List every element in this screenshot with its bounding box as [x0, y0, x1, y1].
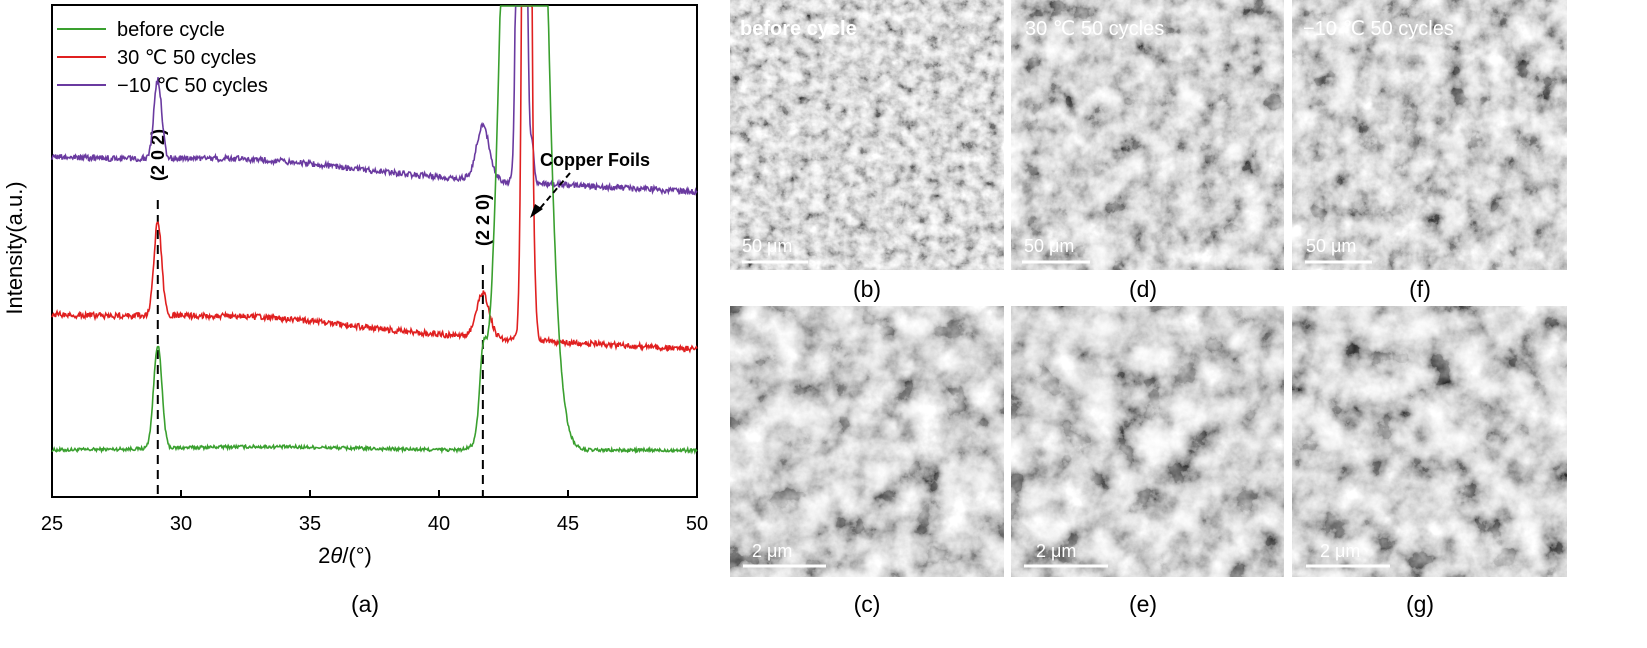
sem-image-g — [1292, 306, 1567, 577]
xrd-chart: (2 0 2) (2 2 0) 25 30 35 40 45 50 Intensity(a.… — [2, 4, 708, 617]
sem-panel-d: 30 ℃ 50 cycles 50 μm (d) — [1011, 0, 1284, 302]
sem-image-d — [1011, 0, 1284, 270]
sem-image-e — [1011, 306, 1284, 577]
copper-foils-label: Copper Foils — [540, 150, 650, 170]
scale-label-f: 50 μm — [1306, 236, 1356, 256]
x-axis-title: 2θ/(°) — [318, 543, 372, 568]
panel-label-e: (e) — [1129, 591, 1157, 617]
sem-image-f — [1292, 0, 1567, 270]
copper-foils-annotation: Copper Foils — [530, 150, 650, 218]
reference-label-1: (2 2 0) — [473, 194, 493, 246]
scale-label-d: 50 μm — [1024, 236, 1074, 256]
scale-label-c: 2 μm — [752, 541, 792, 561]
x-ticks: 25 30 35 40 45 50 — [41, 490, 708, 535]
x-tick-label-50: 50 — [686, 513, 708, 535]
sem-panel-f: −10 ℃ 50 cycles 50 μm (f) — [1292, 0, 1567, 302]
series-layer — [51, 5, 698, 455]
plot-frame — [51, 4, 698, 498]
x-tick-label-45: 45 — [557, 513, 579, 535]
reference-lines: (2 0 2) (2 2 0) — [148, 129, 493, 497]
legend-label-before-cycle: before cycle — [117, 19, 225, 41]
legend-label-30c: 30 ℃ 50 cycles — [117, 47, 256, 69]
sem-panel-b: before cycle 50 μm (b) — [730, 0, 1004, 302]
x-tick-label-35: 35 — [299, 513, 321, 535]
sem-caption-d: 30 ℃ 50 cycles — [1025, 18, 1164, 40]
sem-panel-g: 2 μm (g) — [1292, 306, 1567, 617]
sem-caption-b: before cycle — [740, 18, 857, 40]
panel-label-a: (a) — [351, 591, 379, 617]
panel-label-c: (c) — [854, 591, 881, 617]
panel-label-b: (b) — [853, 276, 881, 302]
scale-label-e: 2 μm — [1036, 541, 1076, 561]
sem-panel-e: 2 μm (e) — [1011, 306, 1284, 617]
sem-image-c — [730, 306, 1004, 577]
x-tick-label-25: 25 — [41, 513, 63, 535]
legend-label-minus10c: −10 ℃ 50 cycles — [117, 75, 268, 97]
x-tick-label-40: 40 — [428, 513, 450, 535]
x-tick-label-30: 30 — [170, 513, 192, 535]
reference-label-0: (2 0 2) — [148, 129, 168, 181]
scale-label-g: 2 μm — [1320, 541, 1360, 561]
series-line-0 — [51, 5, 698, 455]
scale-label-b: 50 μm — [742, 236, 792, 256]
panel-label-d: (d) — [1129, 276, 1157, 302]
sem-panel-c: 2 μm (c) — [730, 306, 1004, 617]
copper-foils-arrow — [536, 172, 571, 213]
copper-foils-arrowhead — [530, 204, 543, 218]
sem-image-b — [730, 0, 1004, 270]
legend: before cycle 30 ℃ 50 cycles −10 ℃ 50 cyc… — [57, 19, 268, 97]
panel-label-g: (g) — [1406, 591, 1434, 617]
sem-caption-f: −10 ℃ 50 cycles — [1303, 18, 1454, 40]
series-line-2 — [51, 5, 698, 196]
y-axis-title: Intensity(a.u.) — [2, 181, 27, 314]
series-line-1 — [51, 5, 698, 354]
panel-label-f: (f) — [1409, 276, 1431, 302]
